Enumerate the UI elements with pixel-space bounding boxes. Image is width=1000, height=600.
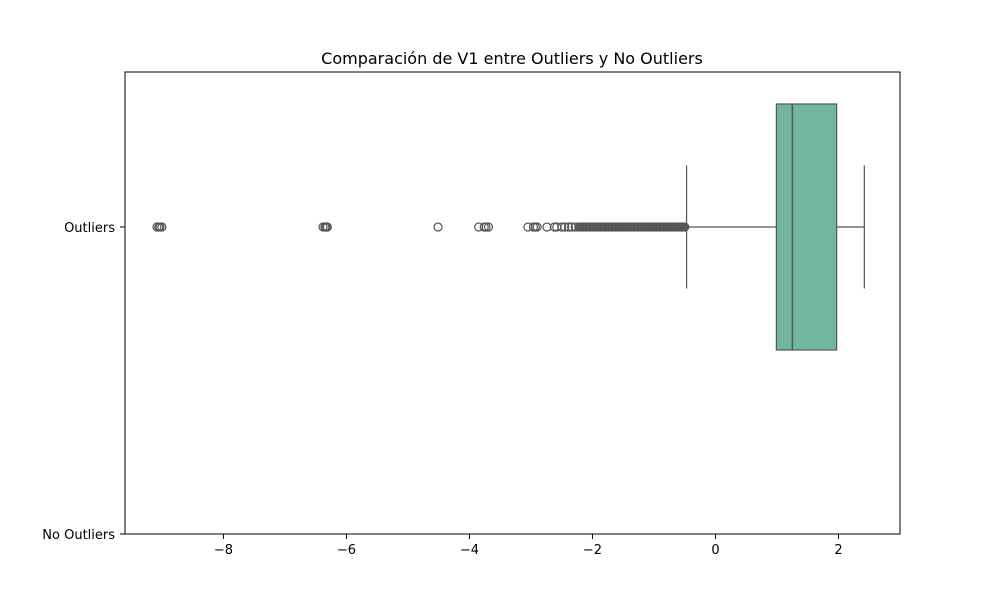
chart-title: Comparación de V1 entre Outliers y No Ou… <box>321 49 703 68</box>
flier-point <box>670 222 680 232</box>
flier-point <box>629 222 639 232</box>
flier-point <box>662 222 673 232</box>
flier-point <box>592 222 602 232</box>
flier-point <box>655 222 665 232</box>
flier-point <box>557 222 567 232</box>
y-tick-label: Outliers <box>64 221 115 236</box>
flier-point <box>578 222 588 232</box>
plot-frame <box>124 71 901 535</box>
x-tick-label: −4 <box>460 543 479 558</box>
x-tick-label: −6 <box>337 543 356 558</box>
flier-point <box>542 222 552 232</box>
flier-point <box>596 222 606 232</box>
flier-point <box>659 222 669 232</box>
flier-point <box>633 222 643 232</box>
flier-point <box>666 222 676 232</box>
flier-point <box>603 222 614 232</box>
flier-point <box>523 222 533 232</box>
y-axis: Outliers No Outliers <box>42 221 125 543</box>
flier-point <box>322 222 332 232</box>
x-tick-label: 0 <box>711 543 719 558</box>
flier-point <box>648 222 658 232</box>
flier-point <box>651 222 662 232</box>
flier-point <box>622 222 632 232</box>
flier-point <box>433 222 443 232</box>
flier-point <box>614 222 625 232</box>
y-tick-label: No Outliers <box>42 528 115 543</box>
flier-point <box>560 222 570 232</box>
flier-point <box>532 222 542 232</box>
flier-point <box>474 222 484 232</box>
flier-point <box>611 222 621 232</box>
x-axis: −8 −6 −4 −2 0 2 <box>214 534 843 558</box>
flier-point <box>589 222 599 232</box>
flier-point <box>640 222 650 232</box>
flier-point <box>481 222 491 232</box>
flier-point <box>677 222 687 232</box>
flier-point <box>549 222 559 232</box>
box-iqr <box>775 103 838 351</box>
flier-point <box>618 222 628 232</box>
flier-point <box>625 222 636 232</box>
flier-point <box>680 222 690 232</box>
flier-point <box>673 222 684 232</box>
flier-point <box>637 222 647 232</box>
x-tick-label: 2 <box>834 543 842 558</box>
flier-point <box>566 222 577 232</box>
x-tick-label: −8 <box>214 543 233 558</box>
flier-point <box>483 222 494 232</box>
boxplot-outliers <box>152 103 865 351</box>
boxplot-group <box>152 103 865 351</box>
flier-point <box>563 222 574 232</box>
flier-point <box>157 222 167 232</box>
flier-point <box>570 222 580 232</box>
flier-point <box>600 222 610 232</box>
flier-point <box>585 222 595 232</box>
flier-point <box>607 222 617 232</box>
x-tick-label: −2 <box>583 543 602 558</box>
flier-point <box>644 222 654 232</box>
flier-point <box>574 222 584 232</box>
flier-point <box>581 222 591 232</box>
